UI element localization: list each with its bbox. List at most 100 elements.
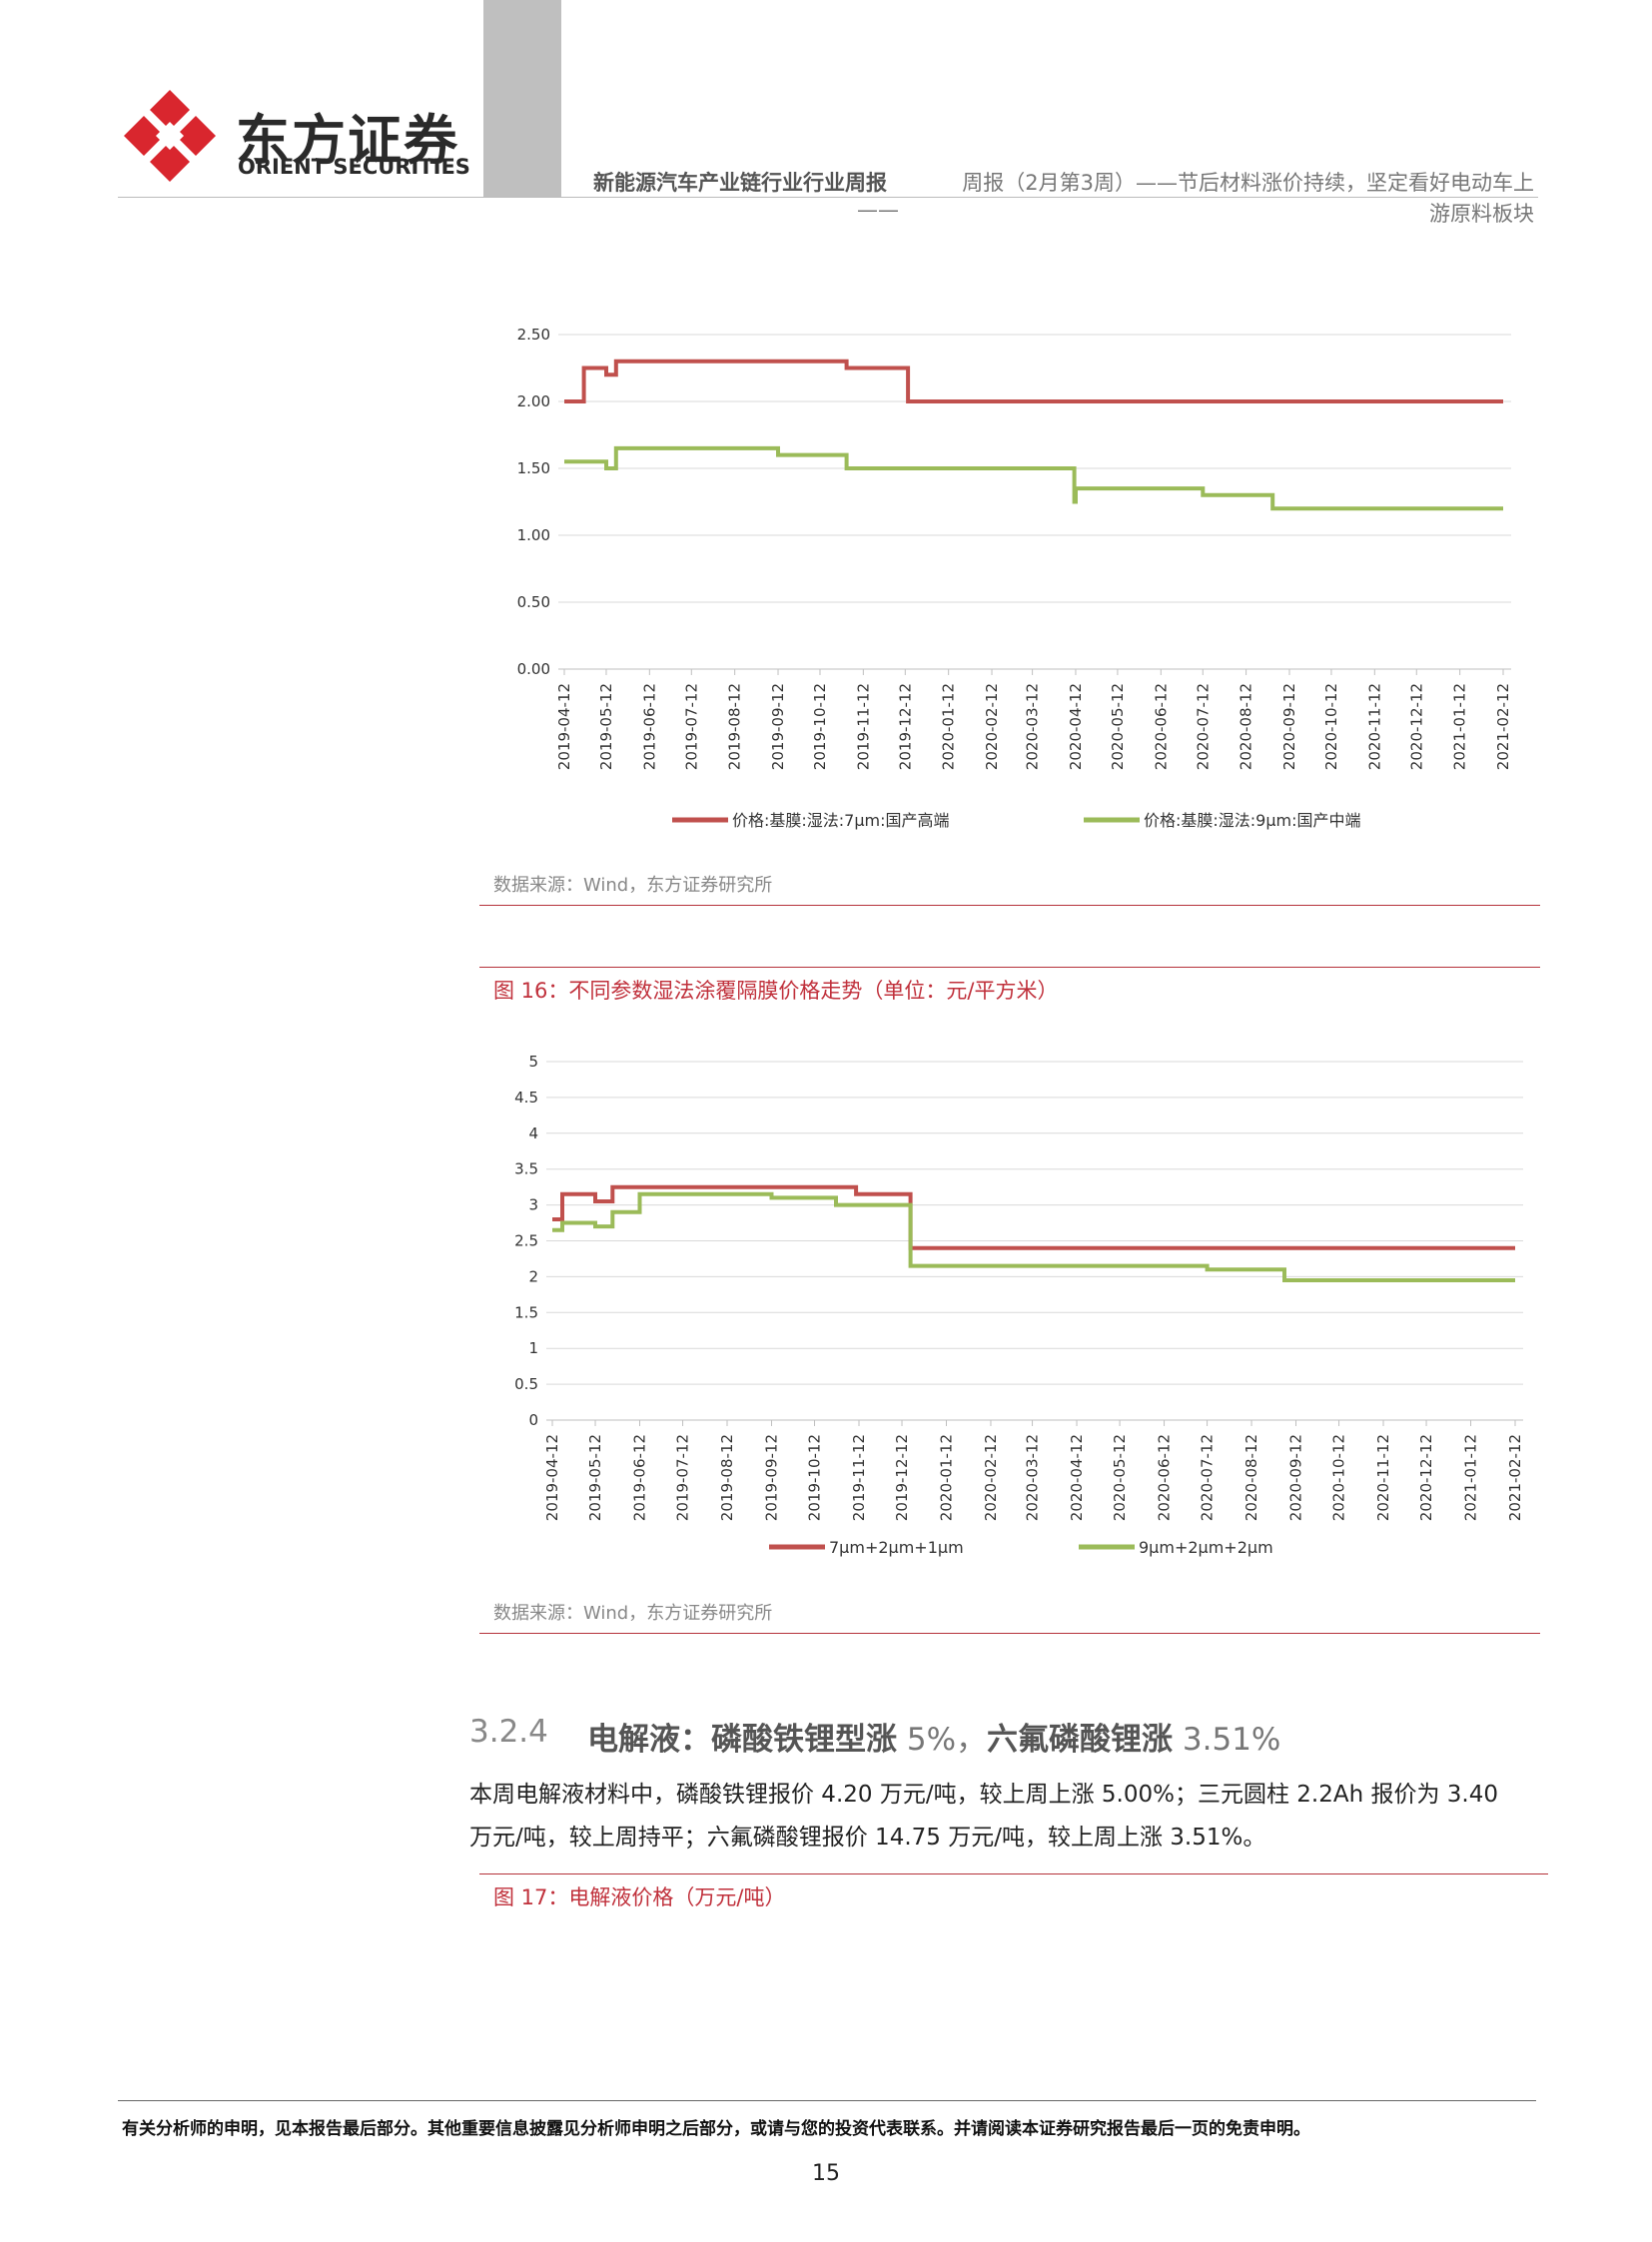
y-tick-label: 1 [528, 1339, 538, 1357]
figure16-bottom-rule [479, 1633, 1540, 1634]
x-tick-label: 2020-11-12 [1374, 1434, 1392, 1521]
report-name: 新能源汽车产业链行业行业周报 [593, 171, 887, 195]
legend-label-1: 价格:基膜:湿法:7μm:国产高端 [732, 811, 950, 830]
footer-divider [118, 2100, 1536, 2101]
figure15-source: 数据来源：Wind，东方证券研究所 [493, 875, 773, 896]
figure16-top-rule [479, 967, 1540, 968]
x-tick-label: 2021-01-12 [1462, 1434, 1480, 1521]
section-title-rest-2: 3.51% [1173, 1722, 1281, 1758]
x-tick-label: 2020-07-12 [1194, 683, 1212, 770]
x-tick-label: 2019-12-12 [893, 1434, 911, 1521]
page-number: 15 [812, 2161, 840, 2186]
x-tick-label: 2020-01-12 [937, 1434, 955, 1521]
x-tick-label: 2020-09-12 [1287, 1434, 1305, 1521]
x-tick-label: 2020-02-12 [982, 1434, 1000, 1521]
x-tick-label: 2020-03-12 [1024, 683, 1042, 770]
y-tick-label: 3.5 [514, 1160, 538, 1178]
section-title: 电解液：磷酸铁锂型涨 5%，六氟磷酸锂涨 3.51% [587, 1714, 1280, 1759]
figure15-bottom-rule [479, 905, 1540, 906]
body-paragraph-line2: 万元/吨，较上周持平；六氟磷酸锂报价 14.75 万元/吨，较上周上涨 3.51… [469, 1825, 1266, 1851]
x-tick-label: 2021-02-12 [1506, 1434, 1524, 1521]
x-tick-label: 2019-10-12 [806, 1434, 824, 1521]
y-tick-label: 4 [528, 1124, 538, 1142]
x-tick-label: 2019-07-12 [682, 683, 700, 770]
x-tick-label: 2021-01-12 [1451, 683, 1469, 770]
y-tick-label: 0 [528, 1411, 538, 1429]
x-tick-label: 2019-08-12 [726, 683, 744, 770]
x-tick-label: 2020-07-12 [1199, 1434, 1217, 1521]
x-tick-label: 2020-10-12 [1330, 1434, 1348, 1521]
x-tick-label: 2020-10-12 [1322, 683, 1340, 770]
chart-coated-separator-price: 0 0.5 1 1.5 2 2.5 3 3.5 4 4.5 5 2019-04-12 2019-05-1… [514, 1053, 1524, 1557]
y-tick-label: 0.50 [517, 593, 550, 611]
x-tick-label: 2019-06-12 [640, 683, 658, 770]
chart-base-membrane-price: 0.00 0.50 1.00 1.50 2.00 2.50 2019-04-12 2019-0… [517, 326, 1512, 830]
y-tick-label: 0.5 [514, 1375, 538, 1393]
y-tick-label: 4.5 [514, 1089, 538, 1107]
section-title-rest-1: 5%， [897, 1722, 988, 1758]
x-tick-label: 2019-05-12 [586, 1434, 604, 1521]
x-tick-label: 2019-09-12 [769, 683, 787, 770]
section-number: 3.2.4 [469, 1714, 548, 1750]
x-tick-label: 2020-09-12 [1280, 683, 1298, 770]
y-tick-label: 2.50 [517, 326, 550, 344]
y-tick-label: 2.00 [517, 392, 550, 410]
x-tick-label: 2021-02-12 [1494, 683, 1512, 770]
x-tick-label: 2020-01-12 [940, 683, 958, 770]
section-title-bold-1: 电解液：磷酸铁锂型涨 [587, 1722, 897, 1758]
header-divider [118, 197, 1538, 198]
orient-logo-icon [122, 88, 218, 184]
report-title-line2: 游原料板块 [1429, 202, 1534, 226]
x-tick-label: 2020-05-12 [1109, 683, 1127, 770]
figure16-title: 图 16：不同参数湿法涂覆隔膜价格走势（单位：元/平方米） [493, 979, 1059, 1003]
x-tick-label: 2019-11-12 [854, 683, 872, 770]
y-tick-label: 1.00 [517, 526, 550, 544]
x-tick-label: 2020-03-12 [1024, 1434, 1042, 1521]
x-tick-label: 2019-10-12 [811, 683, 829, 770]
y-tick-label: 2.5 [514, 1232, 538, 1250]
legend-label-2: 9μm+2μm+2μm [1139, 1538, 1273, 1557]
y-tick-label: 0.00 [517, 660, 550, 678]
x-tick-label: 2019-04-12 [543, 1434, 561, 1521]
y-tick-label: 2 [528, 1267, 538, 1285]
x-tick-label: 2020-08-12 [1242, 1434, 1260, 1521]
x-tick-label: 2020-04-12 [1067, 683, 1085, 770]
y-tick-label: 1.50 [517, 459, 550, 477]
legend-label-2: 价格:基膜:湿法:9μm:国产中端 [1144, 811, 1361, 830]
logo-chinese-name: 东方证券 [236, 109, 459, 172]
x-tick-label: 2019-04-12 [555, 683, 573, 770]
x-tick-label: 2020-04-12 [1068, 1434, 1086, 1521]
figure16-source: 数据来源：Wind，东方证券研究所 [493, 1603, 773, 1624]
x-tick-label: 2020-12-12 [1417, 1434, 1435, 1521]
x-tick-label: 2019-05-12 [597, 683, 615, 770]
x-tick-label: 2020-11-12 [1365, 683, 1383, 770]
logo-english-name: ORIENT SECURITIES [238, 155, 470, 179]
series-line-1 [552, 1184, 1515, 1250]
x-tick-label: 2020-08-12 [1238, 683, 1255, 770]
y-tick-label: 5 [528, 1053, 538, 1071]
x-tick-label: 2020-06-12 [1152, 683, 1170, 770]
x-tick-label: 2020-12-12 [1407, 683, 1425, 770]
report-title-line1: 周报（2月第3周）——节后材料涨价持续，坚定看好电动车上 [962, 171, 1534, 195]
x-tick-label: 2019-07-12 [674, 1434, 692, 1521]
y-tick-label: 1.5 [514, 1303, 538, 1321]
x-tick-label: 2019-11-12 [850, 1434, 868, 1521]
body-paragraph-line1: 本周电解液材料中，磷酸铁锂报价 4.20 万元/吨，较上周上涨 5.00%；三元… [469, 1782, 1498, 1808]
x-tick-label: 2019-09-12 [762, 1434, 780, 1521]
legend-label-1: 7μm+2μm+1μm [829, 1538, 964, 1557]
footer-disclaimer: 有关分析师的申明，见本报告最后部分。其他重要信息披露见分析师申明之后部分，或请与… [122, 2119, 1310, 2139]
x-tick-label: 2020-05-12 [1111, 1434, 1129, 1521]
x-tick-label: 2019-08-12 [718, 1434, 736, 1521]
figure17-top-rule [479, 1873, 1548, 1874]
header-gray-bar [483, 0, 561, 198]
report-title-dash: —— [857, 198, 899, 222]
series-line-1 [564, 359, 1503, 403]
x-tick-label: 2020-02-12 [983, 683, 1001, 770]
x-tick-label: 2019-06-12 [631, 1434, 649, 1521]
section-title-bold-2: 六氟磷酸锂涨 [987, 1722, 1174, 1758]
y-tick-label: 3 [528, 1196, 538, 1214]
x-tick-label: 2019-12-12 [896, 683, 914, 770]
series-line-2 [552, 1191, 1515, 1282]
series-line-2 [564, 445, 1503, 511]
figure17-title: 图 17：电解液价格（万元/吨） [493, 1885, 786, 1909]
